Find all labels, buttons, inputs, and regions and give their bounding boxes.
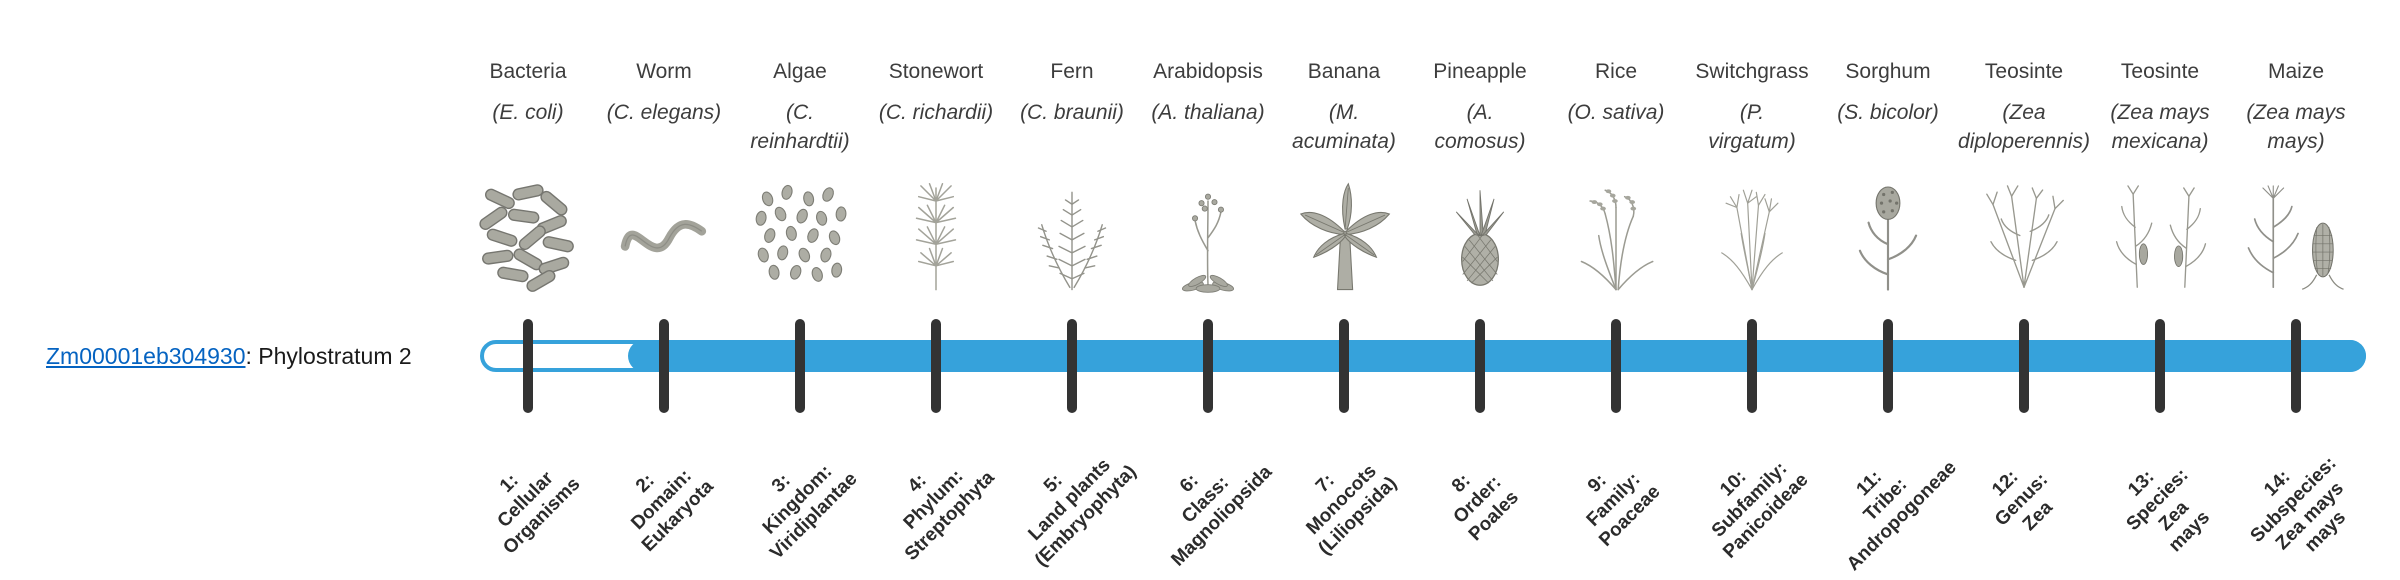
gene-label: Zm00001eb304930: Phylostratum 2	[46, 343, 412, 370]
algae-icon	[738, 168, 862, 294]
stratum-header: Stonewort (C. richardii)	[858, 60, 1014, 127]
stratum-header: Fern (C. braunii)	[994, 60, 1150, 127]
organism-scientific-name: (C. braunii)	[1020, 101, 1124, 124]
organism-scientific-name: (S. bicolor)	[1837, 101, 1939, 124]
stratum-label: 6: Class: Magnoliopsida	[1167, 461, 1277, 571]
organism-name: Fern	[1050, 60, 1094, 83]
stratum-tick	[1203, 319, 1213, 413]
stratum-header: Teosinte (Zea diploperennis)	[1946, 60, 2102, 157]
stonewort-icon	[874, 168, 998, 294]
stratum-label: 2: Domain: Eukaryota	[627, 465, 718, 556]
organism-scientific-name: (E. coli)	[492, 101, 564, 124]
stratum-header: Banana (M. acuminata)	[1266, 60, 1422, 157]
organism-scientific-name: (C. richardii)	[878, 101, 994, 124]
stratum-header: Rice (O. sativa)	[1538, 60, 1694, 127]
stratum-label: 8: Order: Poales	[1447, 470, 1523, 545]
maize-icon	[2234, 168, 2358, 294]
stratum-tick	[1611, 319, 1621, 413]
organism-scientific-name: (A. thaliana)	[1151, 101, 1265, 124]
bacteria-icon	[466, 168, 590, 294]
stratum-tick	[2019, 319, 2029, 413]
organism-name: Worm	[636, 60, 692, 83]
sorghum-icon	[1826, 168, 1950, 294]
stratum-tick	[795, 319, 805, 413]
stratum-tick	[1883, 319, 1893, 413]
organism-scientific-name: (O. sativa)	[1567, 101, 1665, 124]
organism-name: Algae	[773, 60, 827, 83]
organism-scientific-name: (C. elegans)	[606, 101, 722, 124]
organism-name: Banana	[1307, 60, 1381, 83]
stratum-label: 11: Tribe: Andropogoneae	[1842, 456, 1961, 575]
organism-name: Teosinte	[1984, 60, 2064, 83]
stratum-label: 10: Subfamily: Panicoideae	[1707, 457, 1813, 563]
stratum-tick	[1339, 319, 1349, 413]
organism-scientific-name: (P. virgatum)	[1708, 101, 1796, 154]
fern-icon	[1010, 168, 1134, 294]
organism-scientific-name: (Zea mays mexicana)	[2110, 101, 2210, 154]
teosinte-diploperennis-icon	[1962, 168, 2086, 294]
stratum-header: Worm (C. elegans)	[586, 60, 742, 127]
stratum-header: Arabidopsis (A. thaliana)	[1130, 60, 1286, 127]
gene-label-suffix: : Phylostratum 2	[245, 343, 412, 369]
banana-icon	[1282, 168, 1406, 294]
stratum-label: 7: Monocots (Liliopsida)	[1302, 460, 1401, 560]
arabidopsis-icon	[1146, 168, 1270, 294]
stratum-label: 9: Family: Poaceae	[1582, 468, 1665, 551]
organism-scientific-name: (A. comosus)	[1434, 101, 1526, 154]
organism-name: Arabidopsis	[1153, 60, 1263, 83]
teosinte-mexicana-icon	[2098, 168, 2222, 294]
stratum-header: Teosinte (Zea mays mexicana)	[2082, 60, 2238, 157]
stratum-tick	[931, 319, 941, 413]
organism-scientific-name: (Zea mays mays)	[2246, 101, 2346, 154]
worm-icon	[602, 168, 726, 294]
stratum-header: Algae (C. reinhardtii)	[722, 60, 878, 157]
stratum-tick	[1067, 319, 1077, 413]
stratum-header: Bacteria (E. coli)	[450, 60, 606, 127]
stratum-label: 4: Phylum: Streptophyta	[899, 465, 999, 565]
stratum-tick	[659, 319, 669, 413]
organism-scientific-name: (M. acuminata)	[1292, 101, 1396, 154]
rice-icon	[1554, 168, 1678, 294]
organism-name: Switchgrass	[1695, 60, 1809, 83]
switchgrass-icon	[1690, 168, 1814, 294]
organism-name: Maize	[2267, 60, 2325, 83]
organism-name: Stonewort	[888, 60, 984, 83]
timeline-bar-fill	[628, 340, 2366, 372]
stratum-tick	[1747, 319, 1757, 413]
stratum-tick	[523, 319, 533, 413]
stratum-tick	[2155, 319, 2165, 413]
organism-scientific-name: (C. reinhardtii)	[750, 101, 850, 154]
pineapple-icon	[1418, 168, 1542, 294]
stratum-header: Maize (Zea mays mays)	[2218, 60, 2374, 157]
gene-link[interactable]: Zm00001eb304930	[46, 343, 246, 369]
organism-name: Rice	[1594, 60, 1637, 83]
stratum-tick	[2291, 319, 2301, 413]
stratum-label: 3: Kingdom: Viridiplantae	[758, 460, 862, 564]
stratum-header: Pineapple (A. comosus)	[1402, 60, 1558, 157]
organism-name: Teosinte	[2120, 60, 2200, 83]
stratum-label: 1: Cellular Organisms	[493, 467, 585, 559]
organism-scientific-name: (Zea diploperennis)	[1958, 101, 2090, 154]
organism-name: Sorghum	[1845, 60, 1931, 83]
stratum-header: Switchgrass (P. virgatum)	[1674, 60, 1830, 157]
stratum-tick	[1475, 319, 1485, 413]
stratum-label: 5: Land plants (Embryophyta)	[1024, 454, 1141, 571]
stratum-label: 12: Genus: Zea	[1988, 466, 2057, 535]
stratum-header: Sorghum (S. bicolor)	[1810, 60, 1966, 127]
organism-name: Bacteria	[489, 60, 567, 83]
organism-name: Pineapple	[1433, 60, 1527, 83]
